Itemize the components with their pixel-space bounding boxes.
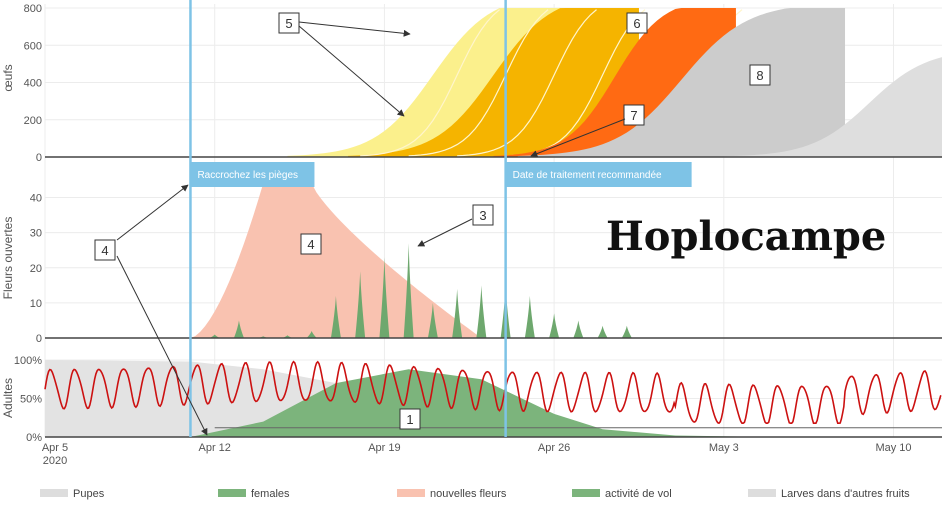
annotation-arrow [116, 184, 189, 241]
flight-activity-spike [524, 295, 535, 338]
adults-tick-label: 100% [14, 355, 42, 367]
flight-activity-spike [209, 334, 220, 338]
event-markers: Raccrochez les pièges Date de traitement … [189, 0, 692, 437]
annotation-7-label: 7 [630, 108, 637, 123]
x-tick-label: May 3 [709, 442, 739, 454]
activity-line [44, 360, 942, 425]
flight-activity-spike [549, 313, 560, 338]
legend: Pupes females nouvelles fleurs activité de … [40, 488, 910, 500]
eggs-cohort-line [408, 9, 549, 157]
legend-label: Pupes [73, 488, 105, 500]
flight-activity-spike [597, 325, 608, 338]
flight-activity-spike [330, 295, 341, 338]
adults-panel [44, 360, 942, 438]
marker-flag [190, 162, 315, 187]
adults-y-axis: 0% 50% 100% [14, 355, 42, 444]
adults-y-label: Adultes [1, 378, 15, 418]
legend-swatch [572, 489, 600, 497]
flight-activity-spike [306, 330, 317, 338]
eggs-tick-label: 200 [24, 115, 42, 127]
marker-label: Raccrochez les pièges [197, 170, 298, 181]
flowers-y-label: Fleurs ouvertes [1, 217, 15, 300]
flight-activity-spike [233, 320, 244, 338]
annotation-5-label: 5 [285, 16, 292, 31]
x-tick-label: May 10 [875, 442, 911, 454]
flight-activity-spike [452, 288, 463, 338]
annotation-5-box [278, 12, 300, 34]
legend-swatch [40, 489, 68, 497]
marker-flag [505, 162, 692, 187]
flight-activity-spike [621, 325, 632, 338]
legend-label: activité de vol [605, 488, 672, 500]
adults-tick-label: 50% [20, 394, 42, 406]
annotation-arrow [116, 255, 208, 436]
eggs-y-label: œufs [1, 64, 15, 91]
annotation-3-box [472, 204, 494, 226]
eggs-cohort-line [360, 9, 500, 157]
legend-swatch [218, 489, 246, 497]
eggs-tick-label: 800 [24, 3, 42, 15]
annotation-3-label: 3 [479, 208, 486, 223]
annotation-4-label: 4 [101, 243, 108, 258]
brand-title: Hoplocampe [606, 213, 886, 260]
flowers-tick-label: 20 [30, 263, 42, 275]
eggs-y-axis: 0 200 400 600 800 [24, 3, 42, 164]
x-tick-label: Apr 19 [368, 442, 400, 454]
eggs-tick-label: 400 [24, 78, 42, 90]
legend-swatch [397, 489, 425, 497]
flowers-tick-label: 0 [36, 333, 42, 345]
eggs-series-hatched [517, 8, 846, 157]
annotations: 5 6 7 8 3 4 4 1 [94, 12, 771, 436]
eggs-tick-label: 600 [24, 40, 42, 52]
legend-label: Larves dans d'autres fruits [781, 488, 910, 500]
flight-activity-spike [355, 271, 366, 338]
annotation-4-flowers-label: 4 [307, 237, 314, 252]
flowers-tick-label: 30 [30, 228, 42, 240]
annotation-4-flowers-box [300, 233, 322, 255]
annotation-1-box [399, 408, 421, 430]
flowers-y-axis: 0 10 20 30 40 [30, 193, 42, 345]
annotation-1-label: 1 [406, 412, 413, 427]
annotation-7-box [623, 104, 645, 126]
annotation-8-box [749, 64, 771, 86]
annotation-arrow [298, 25, 405, 117]
eggs-cohort-line [457, 9, 597, 157]
flowers-tick-label: 10 [30, 298, 42, 310]
legend-label: nouvelles fleurs [430, 488, 507, 500]
annotation-arrow [298, 21, 411, 37]
annotation-6-box [626, 12, 648, 34]
eggs-tick-label: 0 [36, 152, 42, 164]
annotation-arrow [417, 218, 473, 247]
x-tick-label: 2020 [43, 455, 67, 467]
flight-activity-spike [573, 320, 584, 338]
annotation-4-box [94, 239, 116, 261]
annotation-8-label: 8 [756, 68, 763, 83]
flight-activity-spike [403, 243, 414, 338]
flowers-tick-label: 40 [30, 193, 42, 205]
legend-swatch [748, 489, 776, 497]
flight-activity-spike [427, 302, 438, 338]
annotation-arrow [530, 118, 626, 157]
x-tick-label: Apr 26 [538, 442, 570, 454]
adults-tick-label: 0% [26, 432, 42, 444]
eggs-series-larvae [723, 57, 942, 157]
annotation-6-label: 6 [633, 16, 640, 31]
eggs-series-incubating [348, 8, 639, 157]
flight-activity-spike [379, 257, 390, 338]
marker-label: Date de traitement recommandée [513, 170, 662, 181]
x-tick-label: Apr 5 [42, 442, 68, 454]
flight-activity-spike [476, 285, 487, 338]
legend-label: females [251, 488, 290, 500]
x-tick-label: Apr 12 [198, 442, 230, 454]
